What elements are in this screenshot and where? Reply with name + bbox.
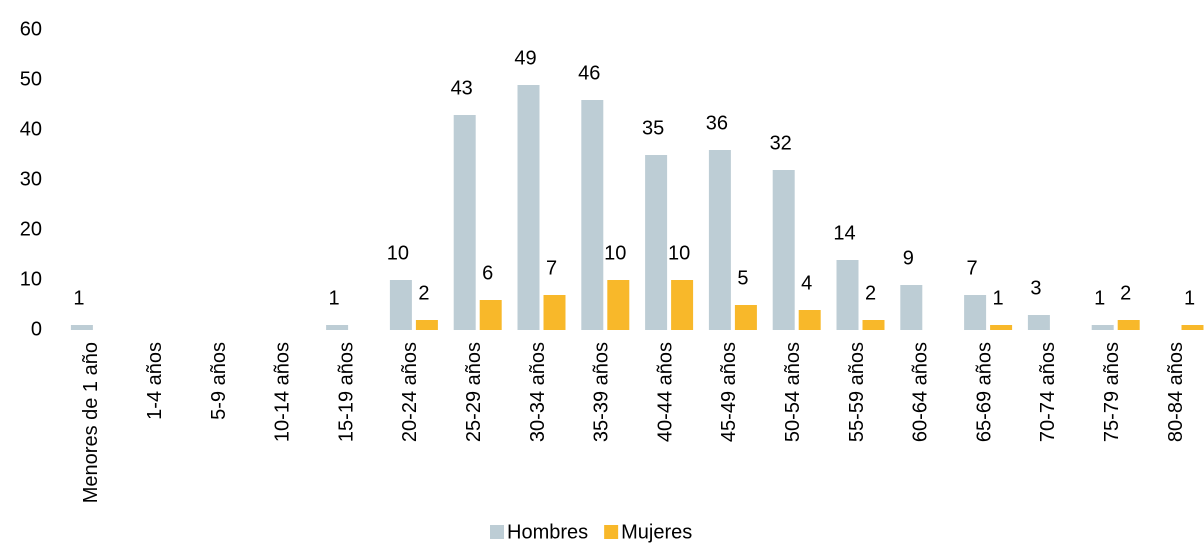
x-tick-label: 75-79 años (1101, 342, 1123, 442)
y-tick-label: 30 (20, 168, 42, 190)
data-label: 43 (451, 77, 473, 99)
bar (1181, 325, 1204, 330)
data-label: 36 (706, 112, 728, 134)
bar (836, 260, 859, 330)
bar (581, 100, 604, 330)
data-label: 32 (770, 132, 792, 154)
data-label: 10 (604, 242, 626, 264)
x-tick-label: 45-49 años (718, 342, 740, 442)
x-tick-label: 65-69 años (973, 342, 995, 442)
data-label: 2 (865, 282, 876, 304)
x-tick-label: 30-34 años (527, 342, 549, 442)
bar (645, 155, 668, 330)
bar (772, 170, 795, 330)
bar (389, 280, 412, 330)
data-label: 3 (1030, 277, 1041, 299)
y-tick-label: 20 (20, 218, 42, 240)
data-label: 49 (514, 47, 536, 69)
bar (1091, 325, 1114, 330)
bar (964, 295, 987, 330)
x-tick-label: 25-29 años (463, 342, 485, 442)
data-label: 1 (1184, 287, 1195, 309)
data-label: 2 (418, 282, 429, 304)
bar (1117, 320, 1140, 330)
x-tick-label: 55-59 años (846, 342, 868, 442)
bar (900, 285, 923, 330)
legend-label: Mujeres (621, 521, 692, 543)
x-tick-label: 15-19 años (335, 342, 357, 442)
legend-swatch (490, 525, 504, 539)
data-label: 6 (482, 262, 493, 284)
data-label: 1 (73, 287, 84, 309)
bar (1027, 315, 1050, 330)
data-label: 1 (993, 287, 1004, 309)
x-tick-label: 35-39 años (591, 342, 613, 442)
data-label: 1 (1094, 287, 1105, 309)
data-label: 7 (967, 257, 978, 279)
y-tick-label: 50 (20, 68, 42, 90)
data-label: 1 (329, 287, 340, 309)
bar (543, 295, 566, 330)
x-tick-label: 1-4 años (144, 342, 166, 420)
data-label: 5 (737, 267, 748, 289)
y-tick-label: 60 (20, 18, 42, 40)
data-label: 2 (1120, 282, 1131, 304)
bar (326, 325, 349, 330)
y-tick-label: 40 (20, 118, 42, 140)
legend-swatch (604, 525, 619, 539)
data-label: 14 (833, 222, 855, 244)
y-tick-label: 0 (31, 318, 42, 340)
bar (479, 300, 502, 330)
x-tick-label: 50-54 años (782, 342, 804, 442)
x-tick-label: 60-64 años (910, 342, 932, 442)
data-label: 4 (801, 272, 812, 294)
x-tick-label: 5-9 años (208, 342, 230, 420)
bar (453, 115, 476, 330)
data-label: 35 (642, 117, 664, 139)
data-label: 10 (668, 242, 690, 264)
bar (517, 85, 540, 330)
bar (862, 320, 885, 330)
data-label: 10 (387, 242, 409, 264)
x-tick-label: Menores de 1 año (80, 342, 102, 503)
bar (798, 310, 821, 330)
bar (415, 320, 438, 330)
x-tick-label: 10-14 años (272, 342, 294, 442)
x-tick-label: 20-24 años (399, 342, 421, 442)
bar (708, 150, 731, 330)
data-label: 9 (903, 247, 914, 269)
bar (70, 325, 93, 330)
data-label: 46 (578, 62, 600, 84)
x-tick-label: 70-74 años (1037, 342, 1059, 442)
bar (671, 280, 694, 330)
bar (990, 325, 1013, 330)
legend-label: Hombres (507, 521, 588, 543)
data-label: 7 (546, 257, 557, 279)
bar (734, 305, 757, 330)
y-tick-label: 10 (20, 268, 42, 290)
bar (607, 280, 630, 330)
x-tick-label: 40-44 años (654, 342, 676, 442)
x-tick-label: 80-84 años (1165, 342, 1187, 442)
